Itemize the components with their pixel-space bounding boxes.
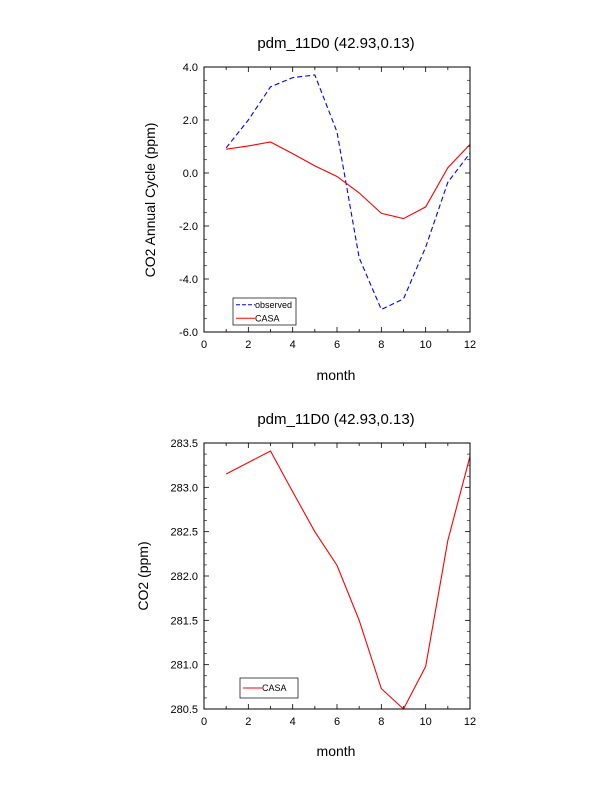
series-group — [225, 450, 471, 710]
legend: observed CASA — [232, 297, 297, 326]
x-tick-label: 4 — [290, 716, 296, 728]
legend-box — [232, 297, 297, 326]
y-tick-label: 282.0 — [170, 571, 198, 583]
chart-title: pdm_11D0 (42.93,0.13) — [257, 411, 414, 428]
x-axis-label: month — [317, 367, 356, 383]
y-tick-label: 283.5 — [170, 438, 198, 450]
y-tick-label: -6.0 — [179, 327, 198, 339]
y-tick-label: 0.0 — [183, 168, 198, 180]
legend-label: observed — [255, 300, 292, 310]
y-tick-label: -2.0 — [179, 221, 198, 233]
plot-frame — [203, 442, 471, 710]
x-tick-label: 10 — [420, 716, 432, 728]
plot-frame — [203, 66, 471, 333]
x-tick-label: 12 — [464, 716, 476, 728]
y-tick-label: 2.0 — [183, 115, 198, 127]
x-tick-label: 4 — [290, 339, 296, 351]
chart-title: pdm_11D0 (42.93,0.13) — [257, 35, 414, 52]
series-line-observed — [225, 74, 471, 311]
y-tick-label: -4.0 — [179, 274, 198, 286]
series-group — [225, 74, 471, 311]
y-tick-label: 4.0 — [183, 62, 198, 74]
x-axis-label: month — [317, 743, 356, 759]
x-tick-label: 2 — [245, 339, 251, 351]
tick-group: 0 2 4 6 8 10 12 280.5 281.0 281.5 282.0 282.5 283.0 2… — [170, 438, 476, 728]
y-tick-label: 283.0 — [170, 482, 198, 494]
y-tick-label: 282.5 — [170, 527, 198, 539]
y-axis-label: CO2 Annual Cycle (ppm) — [142, 123, 158, 278]
series-line-casa — [226, 141, 471, 220]
x-tick-label: 8 — [378, 716, 384, 728]
x-tick-label: 2 — [245, 716, 251, 728]
x-tick-label: 6 — [334, 716, 340, 728]
y-tick-label: 280.5 — [170, 704, 198, 716]
series-line-casa — [225, 450, 471, 710]
x-tick-label: 0 — [201, 339, 207, 351]
x-tick-label: 0 — [201, 716, 207, 728]
x-tick-label: 12 — [464, 339, 476, 351]
legend: CASA — [239, 677, 299, 699]
x-tick-label: 6 — [334, 339, 340, 351]
x-tick-label: 10 — [420, 339, 432, 351]
x-tick-label: 8 — [378, 339, 384, 351]
y-axis-label: CO2 (ppm) — [135, 541, 151, 610]
annual-cycle-chart: pdm_11D0 (42.93,0.13) month CO2 Annual C… — [142, 35, 476, 383]
y-tick-label: 281.0 — [170, 660, 198, 672]
y-tick-label: 281.5 — [170, 615, 198, 627]
legend-label: CASA — [262, 683, 287, 693]
legend-box — [239, 677, 299, 699]
legend-label: CASA — [255, 313, 280, 323]
tick-group: 0 2 4 6 8 10 12 -6.0 -4.0 -2.0 0.0 2.0 4.0 — [179, 62, 476, 351]
